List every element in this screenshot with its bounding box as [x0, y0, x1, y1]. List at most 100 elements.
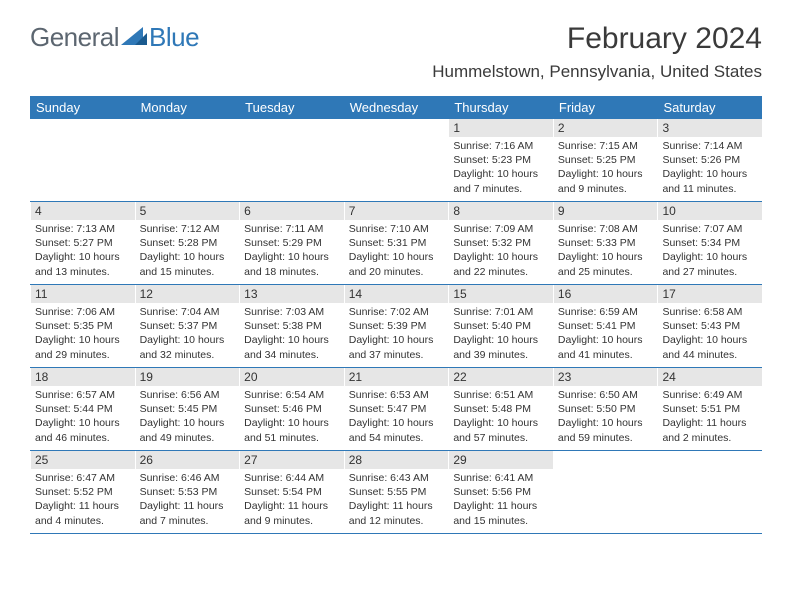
- day-header: Monday: [135, 96, 240, 119]
- sunset-text: Sunset: 5:51 PM: [662, 402, 758, 416]
- day-number: 10: [658, 202, 762, 220]
- day-cell: 16Sunrise: 6:59 AMSunset: 5:41 PMDayligh…: [553, 285, 658, 367]
- day-info: Sunrise: 7:13 AMSunset: 5:27 PMDaylight:…: [35, 222, 131, 279]
- day-header: Thursday: [448, 96, 553, 119]
- day-info: Sunrise: 7:09 AMSunset: 5:32 PMDaylight:…: [453, 222, 549, 279]
- sunrise-text: Sunrise: 7:14 AM: [662, 139, 758, 153]
- day-cell: [239, 119, 344, 201]
- logo-text-general: General: [30, 22, 119, 53]
- day-cell: 17Sunrise: 6:58 AMSunset: 5:43 PMDayligh…: [657, 285, 762, 367]
- sunset-text: Sunset: 5:28 PM: [140, 236, 236, 250]
- sunset-text: Sunset: 5:56 PM: [453, 485, 549, 499]
- day-cell: 8Sunrise: 7:09 AMSunset: 5:32 PMDaylight…: [448, 202, 553, 284]
- day-info: Sunrise: 6:57 AMSunset: 5:44 PMDaylight:…: [35, 388, 131, 445]
- sunrise-text: Sunrise: 7:09 AM: [453, 222, 549, 236]
- daylight-text: Daylight: 10 hours and 22 minutes.: [453, 250, 549, 278]
- sunset-text: Sunset: 5:44 PM: [35, 402, 131, 416]
- daylight-text: Daylight: 10 hours and 44 minutes.: [662, 333, 758, 361]
- day-info: Sunrise: 6:47 AMSunset: 5:52 PMDaylight:…: [35, 471, 131, 528]
- day-number: 14: [345, 285, 449, 303]
- day-cell: 9Sunrise: 7:08 AMSunset: 5:33 PMDaylight…: [553, 202, 658, 284]
- sunset-text: Sunset: 5:52 PM: [35, 485, 131, 499]
- day-number: 18: [31, 368, 135, 386]
- day-cell: 4 Sunrise: 7:13 AMSunset: 5:27 PMDaylight…: [30, 202, 135, 284]
- day-cell: 28Sunrise: 6:43 AMSunset: 5:55 PMDayligh…: [344, 451, 449, 533]
- logo: General Blue: [30, 22, 199, 53]
- day-cell: [135, 119, 240, 201]
- sunset-text: Sunset: 5:29 PM: [244, 236, 340, 250]
- day-info: Sunrise: 6:56 AMSunset: 5:45 PMDaylight:…: [140, 388, 236, 445]
- daylight-text: Daylight: 10 hours and 37 minutes.: [349, 333, 445, 361]
- day-info: Sunrise: 7:08 AMSunset: 5:33 PMDaylight:…: [558, 222, 654, 279]
- sunrise-text: Sunrise: 6:53 AM: [349, 388, 445, 402]
- sunset-text: Sunset: 5:43 PM: [662, 319, 758, 333]
- day-header: Friday: [553, 96, 658, 119]
- daylight-text: Daylight: 10 hours and 13 minutes.: [35, 250, 131, 278]
- day-header-row: SundayMondayTuesdayWednesdayThursdayFrid…: [30, 96, 762, 119]
- day-cell: 2Sunrise: 7:15 AMSunset: 5:25 PMDaylight…: [553, 119, 658, 201]
- day-header: Wednesday: [344, 96, 449, 119]
- day-number: 25: [31, 451, 135, 469]
- day-cell: 7Sunrise: 7:10 AMSunset: 5:31 PMDaylight…: [344, 202, 449, 284]
- sunset-text: Sunset: 5:40 PM: [453, 319, 549, 333]
- week-row: 11Sunrise: 7:06 AMSunset: 5:35 PMDayligh…: [30, 285, 762, 368]
- day-number: 16: [554, 285, 658, 303]
- daylight-text: Daylight: 10 hours and 34 minutes.: [244, 333, 340, 361]
- week-row: 1Sunrise: 7:16 AMSunset: 5:23 PMDaylight…: [30, 119, 762, 202]
- week-row: 18 Sunrise: 6:57 AMSunset: 5:44 PMDayligh…: [30, 368, 762, 451]
- day-cell: 11Sunrise: 7:06 AMSunset: 5:35 PMDayligh…: [30, 285, 135, 367]
- day-info: Sunrise: 6:44 AMSunset: 5:54 PMDaylight:…: [244, 471, 340, 528]
- day-number: 2: [554, 119, 658, 137]
- sunrise-text: Sunrise: 7:11 AM: [244, 222, 340, 236]
- day-info: Sunrise: 6:53 AMSunset: 5:47 PMDaylight:…: [349, 388, 445, 445]
- sunset-text: Sunset: 5:23 PM: [453, 153, 549, 167]
- sunrise-text: Sunrise: 6:59 AM: [558, 305, 654, 319]
- sunset-text: Sunset: 5:55 PM: [349, 485, 445, 499]
- day-number: 19: [136, 368, 240, 386]
- day-cell: 24Sunrise: 6:49 AMSunset: 5:51 PMDayligh…: [657, 368, 762, 450]
- day-number: 28: [345, 451, 449, 469]
- sunrise-text: Sunrise: 7:03 AM: [244, 305, 340, 319]
- day-info: Sunrise: 7:03 AMSunset: 5:38 PMDaylight:…: [244, 305, 340, 362]
- day-number: 24: [658, 368, 762, 386]
- week-row: 25 Sunrise: 6:47 AMSunset: 5:52 PMDayligh…: [30, 451, 762, 534]
- daylight-text: Daylight: 10 hours and 18 minutes.: [244, 250, 340, 278]
- day-info: Sunrise: 7:01 AMSunset: 5:40 PMDaylight:…: [453, 305, 549, 362]
- sunrise-text: Sunrise: 7:04 AM: [140, 305, 236, 319]
- sunrise-text: Sunrise: 7:02 AM: [349, 305, 445, 319]
- day-cell: 15Sunrise: 7:01 AMSunset: 5:40 PMDayligh…: [448, 285, 553, 367]
- logo-text-blue: Blue: [149, 22, 199, 53]
- sunrise-text: Sunrise: 6:47 AM: [35, 471, 131, 485]
- sunset-text: Sunset: 5:32 PM: [453, 236, 549, 250]
- day-info: Sunrise: 6:46 AMSunset: 5:53 PMDaylight:…: [140, 471, 236, 528]
- sunrise-text: Sunrise: 6:56 AM: [140, 388, 236, 402]
- sunset-text: Sunset: 5:34 PM: [662, 236, 758, 250]
- daylight-text: Daylight: 10 hours and 49 minutes.: [140, 416, 236, 444]
- day-header: Saturday: [657, 96, 762, 119]
- day-cell: 12Sunrise: 7:04 AMSunset: 5:37 PMDayligh…: [135, 285, 240, 367]
- day-cell: 10Sunrise: 7:07 AMSunset: 5:34 PMDayligh…: [657, 202, 762, 284]
- daylight-text: Daylight: 10 hours and 32 minutes.: [140, 333, 236, 361]
- daylight-text: Daylight: 10 hours and 15 minutes.: [140, 250, 236, 278]
- week-row: 4 Sunrise: 7:13 AMSunset: 5:27 PMDaylight…: [30, 202, 762, 285]
- sunset-text: Sunset: 5:35 PM: [35, 319, 131, 333]
- day-number: 13: [240, 285, 344, 303]
- daylight-text: Daylight: 10 hours and 29 minutes.: [35, 333, 131, 361]
- day-cell: 19 Sunrise: 6:56 AMSunset: 5:45 PMDayligh…: [135, 368, 240, 450]
- day-number: 29: [449, 451, 553, 469]
- day-cell: 27Sunrise: 6:44 AMSunset: 5:54 PMDayligh…: [239, 451, 344, 533]
- day-cell: 21Sunrise: 6:53 AMSunset: 5:47 PMDayligh…: [344, 368, 449, 450]
- sunrise-text: Sunrise: 6:49 AM: [662, 388, 758, 402]
- sunset-text: Sunset: 5:27 PM: [35, 236, 131, 250]
- month-title: February 2024: [432, 22, 762, 56]
- day-info: Sunrise: 7:14 AMSunset: 5:26 PMDaylight:…: [662, 139, 758, 196]
- sunset-text: Sunset: 5:45 PM: [140, 402, 236, 416]
- day-number: 22: [449, 368, 553, 386]
- day-number: 4: [31, 202, 135, 220]
- day-number: 1: [449, 119, 553, 137]
- sunrise-text: Sunrise: 7:15 AM: [558, 139, 654, 153]
- sunrise-text: Sunrise: 7:01 AM: [453, 305, 549, 319]
- day-cell: 29Sunrise: 6:41 AMSunset: 5:56 PMDayligh…: [448, 451, 553, 533]
- sunrise-text: Sunrise: 6:54 AM: [244, 388, 340, 402]
- triangle-icon: [121, 25, 147, 50]
